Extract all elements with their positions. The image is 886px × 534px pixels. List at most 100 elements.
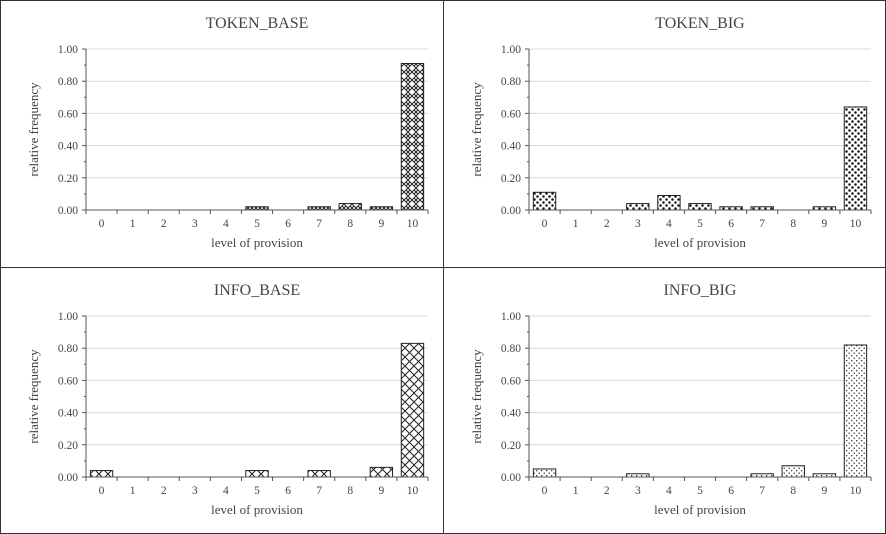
x-axis-label: level of provision <box>654 502 746 517</box>
y-tick-label: 0.60 <box>58 108 78 120</box>
y-tick-label: 0.60 <box>501 108 521 120</box>
bar-4 <box>657 195 681 211</box>
x-tick-label: 4 <box>666 485 672 497</box>
x-tick-label: 3 <box>192 485 198 497</box>
bar-0 <box>532 191 557 211</box>
y-tick-label: 0.00 <box>501 472 521 484</box>
bar-0 <box>89 470 114 478</box>
x-tick-label: 8 <box>790 218 796 230</box>
x-tick-label: 5 <box>697 485 703 497</box>
bar-3 <box>626 203 650 211</box>
x-tick-label: 5 <box>697 218 703 230</box>
x-tick-label: 3 <box>192 218 198 230</box>
x-tick-label: 3 <box>635 485 641 497</box>
y-axis-label: relative frequency <box>469 82 484 177</box>
x-tick-label: 2 <box>161 485 167 497</box>
chart-title: INFO_BIG <box>664 282 737 299</box>
chart-info-base: INFO_BASE 0.00 0.20 0.40 0.60 0.80 1.00 0 1 2 3 4 5 6… <box>26 282 429 517</box>
x-tick-label: 8 <box>790 485 796 497</box>
y-tick-label: 1.00 <box>501 44 521 56</box>
bar-10 <box>843 106 868 211</box>
x-tick-label: 3 <box>635 218 641 230</box>
x-tick-label: 7 <box>759 485 765 497</box>
panel-token-base: TOKEN_BASE 0.00 0.20 0.40 0.60 0.80 1.00 0 1 2 3 4 5… <box>0 0 443 267</box>
x-tick-label: 1 <box>130 485 136 497</box>
y-tick-label: 0.40 <box>501 141 521 153</box>
x-tick-label: 0 <box>542 218 548 230</box>
y-tick-label: 0.80 <box>58 343 78 355</box>
y-axis-label: relative frequency <box>469 349 484 444</box>
panel-info-base: INFO_BASE 0.00 0.20 0.40 0.60 0.80 1.00 0 1 2 3 4 5 6… <box>0 267 443 534</box>
y-axis-label: relative frequency <box>26 349 41 444</box>
bar-10 <box>843 344 868 478</box>
x-tick-label: 6 <box>285 485 291 497</box>
y-tick-label: 0.60 <box>501 375 521 387</box>
chart-token-base: TOKEN_BASE 0.00 0.20 0.40 0.60 0.80 1.00 0 1 2 3 4 5… <box>26 15 429 250</box>
x-tick-label: 6 <box>285 218 291 230</box>
x-tick-label: 4 <box>666 218 672 230</box>
x-tick-label: 0 <box>542 485 548 497</box>
x-tick-label: 5 <box>254 485 260 497</box>
y-tick-label: 0.60 <box>58 375 78 387</box>
chart-title: INFO_BASE <box>214 282 300 299</box>
y-tick-label: 0.20 <box>58 440 78 452</box>
x-tick-label: 10 <box>850 218 862 230</box>
chart-title: TOKEN_BIG <box>655 15 745 32</box>
frame-divider-horizontal <box>0 267 886 268</box>
x-tick-label: 4 <box>223 218 229 230</box>
chart-token-big: TOKEN_BIG 0.00 0.20 0.40 0.60 0.80 1.00 0 1 2 3 4 5 6… <box>469 15 872 250</box>
bar-10 <box>400 342 425 478</box>
x-axis-label: level of provision <box>654 235 746 250</box>
y-tick-label: 0.00 <box>58 205 78 217</box>
x-tick-label: 7 <box>316 218 322 230</box>
x-tick-label: 2 <box>161 218 167 230</box>
bar-10 <box>400 62 425 211</box>
y-tick-label: 1.00 <box>58 44 78 56</box>
panel-info-big: INFO_BIG 0.00 0.20 0.40 0.60 0.80 1.00 0 1 2 3 4 5 6 7… <box>443 267 886 534</box>
x-tick-label: 10 <box>407 485 419 497</box>
y-tick-label: 0.40 <box>58 408 78 420</box>
x-tick-label: 8 <box>347 485 353 497</box>
y-tick-label: 0.80 <box>501 343 521 355</box>
x-tick-label: 5 <box>254 218 260 230</box>
x-tick-label: 1 <box>573 485 579 497</box>
panel-token-big: TOKEN_BIG 0.00 0.20 0.40 0.60 0.80 1.00 0 1 2 3 4 5 6… <box>443 0 886 267</box>
bar-8 <box>338 203 362 211</box>
x-tick-label: 4 <box>223 485 229 497</box>
chart-info-big: INFO_BIG 0.00 0.20 0.40 0.60 0.80 1.00 0 1 2 3 4 5 6 7… <box>469 282 872 517</box>
y-axis-label: relative frequency <box>26 82 41 177</box>
y-tick-label: 0.80 <box>58 76 78 88</box>
x-tick-label: 8 <box>347 218 353 230</box>
y-tick-label: 0.00 <box>501 205 521 217</box>
y-tick-label: 0.00 <box>58 472 78 484</box>
x-tick-label: 6 <box>728 218 734 230</box>
y-tick-label: 0.80 <box>501 76 521 88</box>
chart-title: TOKEN_BASE <box>206 15 309 32</box>
x-axis-label: level of provision <box>211 235 303 250</box>
x-tick-label: 7 <box>759 218 765 230</box>
x-tick-label: 1 <box>573 218 579 230</box>
y-tick-label: 0.40 <box>501 408 521 420</box>
x-tick-label: 0 <box>99 485 105 497</box>
x-tick-label: 6 <box>728 485 734 497</box>
y-tick-label: 1.00 <box>501 311 521 323</box>
x-tick-label: 9 <box>378 485 384 497</box>
x-tick-label: 7 <box>316 485 322 497</box>
y-tick-label: 0.20 <box>501 173 521 185</box>
x-tick-label: 0 <box>99 218 105 230</box>
x-tick-label: 10 <box>407 218 419 230</box>
bar-0 <box>532 468 557 478</box>
bar-5 <box>688 203 712 211</box>
y-tick-label: 0.40 <box>58 141 78 153</box>
x-axis-label: level of provision <box>211 502 303 517</box>
x-tick-label: 2 <box>604 485 610 497</box>
x-tick-label: 2 <box>604 218 610 230</box>
x-tick-label: 1 <box>130 218 136 230</box>
y-tick-label: 0.20 <box>58 173 78 185</box>
bar-9 <box>369 466 394 478</box>
x-tick-label: 9 <box>378 218 384 230</box>
x-tick-label: 9 <box>821 218 827 230</box>
bar-8 <box>781 465 805 478</box>
bar-7 <box>307 470 331 478</box>
